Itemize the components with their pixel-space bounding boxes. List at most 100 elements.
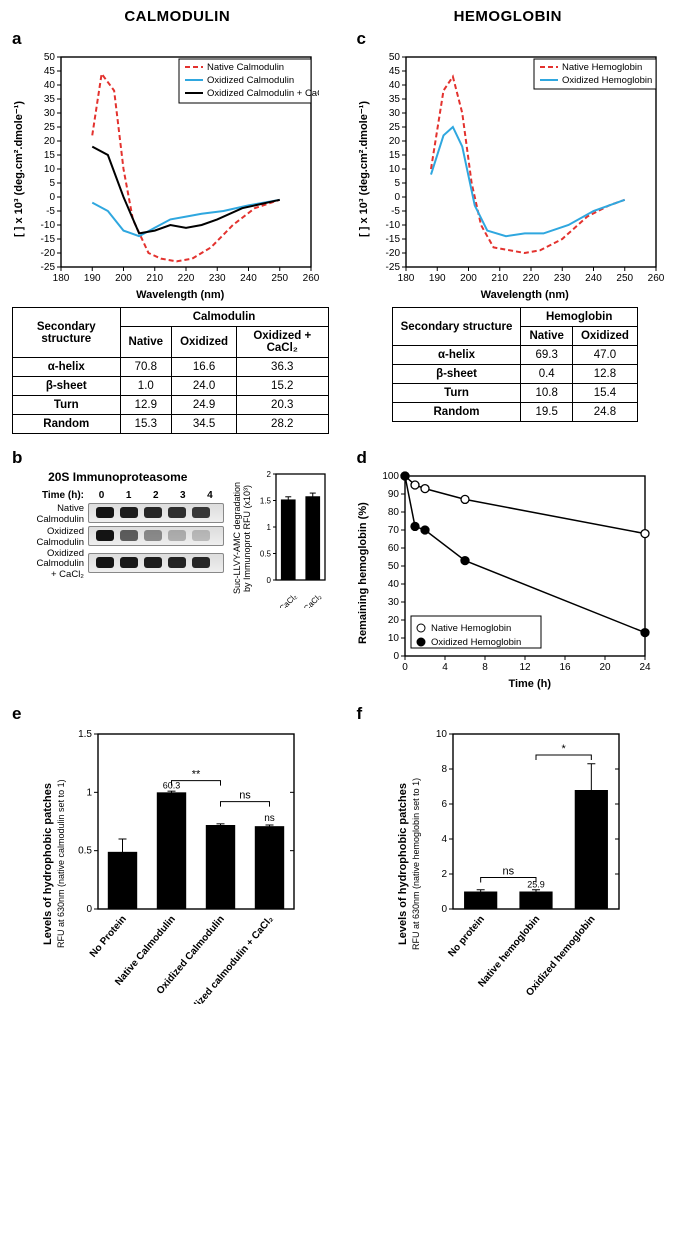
panel-c-xlabel: Wavelength (nm) — [377, 289, 674, 301]
svg-text:0: 0 — [441, 904, 447, 915]
row-ac: a [ ] x 10³ (deg.cm².dmole⁻¹) 1801902002… — [12, 29, 673, 434]
svg-text:-5: -5 — [391, 206, 400, 217]
svg-text:240: 240 — [585, 273, 602, 284]
svg-text:20: 20 — [387, 615, 399, 626]
svg-text:4: 4 — [441, 834, 447, 845]
svg-text:210: 210 — [491, 273, 508, 284]
panel-a: a [ ] x 10³ (deg.cm².dmole⁻¹) 1801902002… — [12, 29, 329, 434]
svg-text:4: 4 — [442, 662, 448, 673]
svg-text:240: 240 — [240, 273, 257, 284]
panel-a-ylabel: [ ] x 10³ (deg.cm².dmole⁻¹) — [12, 59, 25, 279]
svg-text:100: 100 — [382, 471, 399, 482]
svg-text:6: 6 — [441, 799, 447, 810]
svg-text:0: 0 — [266, 576, 271, 585]
svg-text:2: 2 — [266, 470, 271, 479]
svg-text:25: 25 — [44, 122, 56, 133]
svg-text:10: 10 — [388, 164, 400, 175]
svg-text:ns: ns — [264, 813, 275, 824]
svg-text:220: 220 — [522, 273, 539, 284]
svg-text:45: 45 — [44, 66, 56, 77]
svg-text:**: ** — [192, 769, 201, 781]
svg-text:Native Hemoglobin: Native Hemoglobin — [562, 62, 642, 73]
svg-text:250: 250 — [271, 273, 288, 284]
svg-text:Oxidized Hemoglobin: Oxidized Hemoglobin — [562, 75, 652, 86]
title-hemoglobin: HEMOGLOBIN — [343, 8, 674, 25]
svg-text:No Protein: No Protein — [88, 914, 129, 960]
svg-text:15: 15 — [44, 150, 56, 161]
panel-f-ylabel2: RFU at 630nm (native hemoglobin set to 1… — [411, 774, 421, 954]
svg-text:180: 180 — [53, 273, 70, 284]
svg-text:-10: -10 — [41, 220, 56, 231]
svg-text:5: 5 — [394, 178, 400, 189]
svg-text:0.5: 0.5 — [78, 846, 92, 857]
panel-c-label: c — [357, 29, 366, 48]
svg-text:30: 30 — [387, 597, 399, 608]
row-bd: b 20S Immunoproteasome Time (h):01234Nat… — [12, 448, 673, 690]
svg-text:0: 0 — [393, 651, 399, 662]
panel-b-bar-ylabel: Suc-LLVY-AMC degradation by Immunoprot R… — [232, 478, 252, 598]
svg-text:40: 40 — [388, 80, 400, 91]
svg-text:200: 200 — [460, 273, 477, 284]
bar-chart-hydrophobic-hemoglobin: 0246810No proteinNative hemoglobin25.9Ox… — [425, 724, 625, 1004]
panel-b: b 20S Immunoproteasome Time (h):01234Nat… — [12, 448, 329, 690]
panel-c-ylabel: [ ] x 10³ (deg.cm².dmole⁻¹) — [357, 59, 370, 279]
svg-text:0: 0 — [402, 662, 408, 673]
svg-text:50: 50 — [388, 52, 400, 63]
svg-text:Native Calmodulin: Native Calmodulin — [207, 62, 284, 73]
svg-text:190: 190 — [84, 273, 101, 284]
svg-text:200: 200 — [115, 273, 132, 284]
degradation-time-course: 048121620240102030405060708090100Native … — [373, 468, 653, 678]
svg-text:ns: ns — [239, 790, 251, 802]
svg-text:260: 260 — [303, 273, 319, 284]
svg-text:15: 15 — [388, 150, 400, 161]
panel-e-label: e — [12, 704, 21, 723]
panel-d-xlabel: Time (h) — [387, 678, 674, 690]
svg-text:40: 40 — [44, 80, 56, 91]
svg-text:No protein: No protein — [446, 914, 487, 959]
svg-text:230: 230 — [553, 273, 570, 284]
panel-f: f Levels of hydrophobic patches RFU at 6… — [357, 704, 674, 1004]
panel-d-ylabel: Remaining hemoglobin (%) — [357, 478, 369, 668]
svg-text:8: 8 — [482, 662, 488, 673]
svg-text:230: 230 — [209, 273, 226, 284]
svg-text:-10: -10 — [385, 220, 400, 231]
svg-text:-25: -25 — [385, 262, 400, 273]
title-calmodulin: CALMODULIN — [12, 8, 343, 25]
bar-chart-cacl2: 00.511.52- CaCl₂+CaCl₂ — [254, 468, 329, 608]
row-ef: e Levels of hydrophobic patches RFU at 6… — [12, 704, 673, 1004]
svg-text:8: 8 — [441, 764, 447, 775]
svg-text:1.5: 1.5 — [78, 729, 92, 740]
svg-text:5: 5 — [49, 178, 55, 189]
panel-d: d Remaining hemoglobin (%) 0481216202401… — [357, 448, 674, 690]
panel-c: c [ ] x 10³ (deg.cm².dmole⁻¹) 1801902002… — [357, 29, 674, 434]
panel-e-ylabel2: RFU at 630nm (native calmodulin set to 1… — [56, 774, 66, 954]
svg-text:20: 20 — [44, 136, 56, 147]
svg-text:-20: -20 — [41, 248, 56, 259]
svg-text:60: 60 — [387, 543, 399, 554]
svg-text:190: 190 — [428, 273, 445, 284]
svg-text:220: 220 — [178, 273, 195, 284]
panel-a-xlabel: Wavelength (nm) — [32, 289, 329, 301]
svg-text:20: 20 — [388, 136, 400, 147]
bar-chart-hydrophobic-calmodulin: 00.511.5No ProteinNative Calmodulin60.3O… — [70, 724, 300, 1004]
svg-text:35: 35 — [388, 94, 400, 105]
svg-text:- CaCl₂: - CaCl₂ — [274, 592, 299, 608]
svg-text:70: 70 — [387, 525, 399, 536]
svg-text:90: 90 — [387, 489, 399, 500]
svg-text:Native hemoglobin: Native hemoglobin — [476, 914, 542, 990]
panel-b-title: 20S Immunoproteasome — [12, 470, 224, 484]
svg-text:0.5: 0.5 — [259, 550, 271, 559]
svg-text:2: 2 — [441, 869, 447, 880]
svg-text:45: 45 — [388, 66, 400, 77]
svg-text:20: 20 — [599, 662, 611, 673]
svg-text:0: 0 — [49, 192, 55, 203]
table-calmodulin: Secondary structureCalmodulinNativeOxidi… — [12, 307, 329, 434]
svg-text:10: 10 — [387, 633, 399, 644]
cd-spectrum-calmodulin: 180190200210220230240250260-25-20-15-10-… — [29, 49, 319, 289]
svg-text:Oxidized Calmodulin + CaCl₂: Oxidized Calmodulin + CaCl₂ — [207, 88, 319, 99]
panel-a-label: a — [12, 29, 21, 48]
panel-e-ylabel1: Levels of hydrophobic patches — [42, 774, 54, 954]
svg-text:Oxidized Calmodulin: Oxidized Calmodulin — [207, 75, 294, 86]
svg-text:24: 24 — [639, 662, 651, 673]
svg-text:1: 1 — [86, 787, 92, 798]
